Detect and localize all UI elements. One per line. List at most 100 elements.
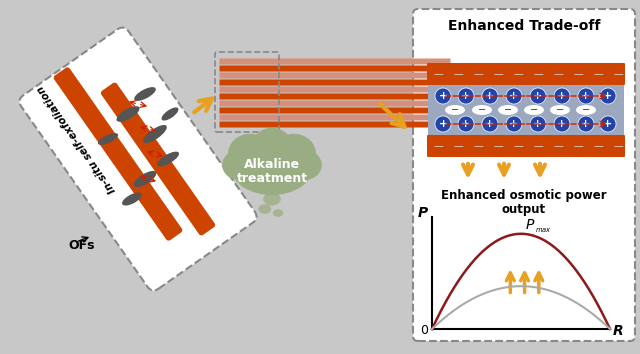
Ellipse shape xyxy=(445,105,465,115)
Text: Enhanced osmotic power: Enhanced osmotic power xyxy=(441,189,607,202)
FancyBboxPatch shape xyxy=(427,63,625,85)
Circle shape xyxy=(530,116,546,132)
Text: —: — xyxy=(453,141,463,151)
Circle shape xyxy=(435,88,451,104)
Circle shape xyxy=(578,116,594,132)
FancyBboxPatch shape xyxy=(220,86,451,92)
Ellipse shape xyxy=(98,133,118,145)
Ellipse shape xyxy=(228,134,272,174)
Text: −: − xyxy=(451,105,459,115)
Circle shape xyxy=(506,88,522,104)
Text: +: + xyxy=(557,119,566,129)
Circle shape xyxy=(578,88,594,104)
Circle shape xyxy=(482,88,498,104)
Text: —: — xyxy=(593,69,603,79)
Ellipse shape xyxy=(157,152,179,166)
Circle shape xyxy=(458,88,474,104)
Text: +: + xyxy=(557,91,566,101)
Ellipse shape xyxy=(161,107,179,121)
Text: treatment: treatment xyxy=(236,172,308,185)
Circle shape xyxy=(435,116,451,132)
Text: —: — xyxy=(493,69,503,79)
FancyBboxPatch shape xyxy=(220,65,451,72)
Text: —: — xyxy=(493,141,503,151)
Text: +: + xyxy=(509,91,518,101)
Ellipse shape xyxy=(143,125,167,143)
Ellipse shape xyxy=(498,105,518,115)
FancyBboxPatch shape xyxy=(220,93,451,99)
Text: +: + xyxy=(485,119,495,129)
Text: +: + xyxy=(604,91,612,101)
Text: −: − xyxy=(504,105,512,115)
Text: —: — xyxy=(453,69,463,79)
Text: —: — xyxy=(593,141,603,151)
Ellipse shape xyxy=(232,143,312,195)
Text: +: + xyxy=(581,91,591,101)
Text: —: — xyxy=(473,69,483,79)
Text: +: + xyxy=(438,119,447,129)
FancyBboxPatch shape xyxy=(220,114,451,120)
Text: +: + xyxy=(509,119,518,129)
Text: +: + xyxy=(581,119,591,129)
Text: −: − xyxy=(478,105,486,115)
Ellipse shape xyxy=(524,105,544,115)
Circle shape xyxy=(554,88,570,104)
Ellipse shape xyxy=(272,134,316,174)
Ellipse shape xyxy=(288,150,322,180)
Text: —: — xyxy=(433,69,443,79)
Text: Enhanced Trade-off: Enhanced Trade-off xyxy=(448,19,600,33)
Ellipse shape xyxy=(259,204,271,214)
Ellipse shape xyxy=(472,105,492,115)
Ellipse shape xyxy=(116,106,140,122)
Text: —: — xyxy=(553,141,563,151)
Text: +: + xyxy=(533,91,543,101)
Text: —: — xyxy=(613,69,623,79)
FancyBboxPatch shape xyxy=(19,28,257,291)
Circle shape xyxy=(600,88,616,104)
Text: In-situ self-exfoliation: In-situ self-exfoliation xyxy=(36,84,118,195)
Text: $_{max}$: $_{max}$ xyxy=(535,225,552,235)
Text: −: − xyxy=(530,105,538,115)
FancyBboxPatch shape xyxy=(220,121,451,127)
Ellipse shape xyxy=(273,209,283,217)
Ellipse shape xyxy=(134,171,156,187)
FancyBboxPatch shape xyxy=(220,108,451,114)
Text: +: + xyxy=(461,119,470,129)
Text: Alkaline: Alkaline xyxy=(244,158,300,171)
FancyBboxPatch shape xyxy=(100,82,215,235)
Text: —: — xyxy=(533,141,543,151)
Text: —: — xyxy=(513,69,523,79)
Text: +: + xyxy=(461,91,470,101)
FancyBboxPatch shape xyxy=(220,73,451,79)
FancyBboxPatch shape xyxy=(220,80,451,86)
Ellipse shape xyxy=(222,150,256,180)
FancyBboxPatch shape xyxy=(428,84,624,136)
FancyBboxPatch shape xyxy=(220,101,451,107)
Text: 0: 0 xyxy=(420,325,428,337)
Text: $\mathit{P}$: $\mathit{P}$ xyxy=(525,218,535,232)
FancyBboxPatch shape xyxy=(220,58,451,64)
Text: —: — xyxy=(433,141,443,151)
Circle shape xyxy=(482,116,498,132)
Ellipse shape xyxy=(263,193,281,206)
Circle shape xyxy=(458,116,474,132)
Text: OFs: OFs xyxy=(68,239,95,252)
Text: —: — xyxy=(553,69,563,79)
Ellipse shape xyxy=(134,87,156,101)
Text: —: — xyxy=(473,141,483,151)
Ellipse shape xyxy=(122,193,142,206)
Text: —: — xyxy=(513,141,523,151)
Text: output: output xyxy=(502,202,546,216)
Ellipse shape xyxy=(550,105,570,115)
Text: —: — xyxy=(613,141,623,151)
FancyBboxPatch shape xyxy=(413,9,635,341)
Text: −: − xyxy=(556,105,564,115)
Text: —: — xyxy=(573,69,583,79)
Text: —: — xyxy=(533,69,543,79)
Text: —: — xyxy=(573,141,583,151)
Text: +: + xyxy=(485,91,495,101)
Text: +: + xyxy=(533,119,543,129)
Circle shape xyxy=(554,116,570,132)
Text: R: R xyxy=(612,324,623,338)
Circle shape xyxy=(530,88,546,104)
